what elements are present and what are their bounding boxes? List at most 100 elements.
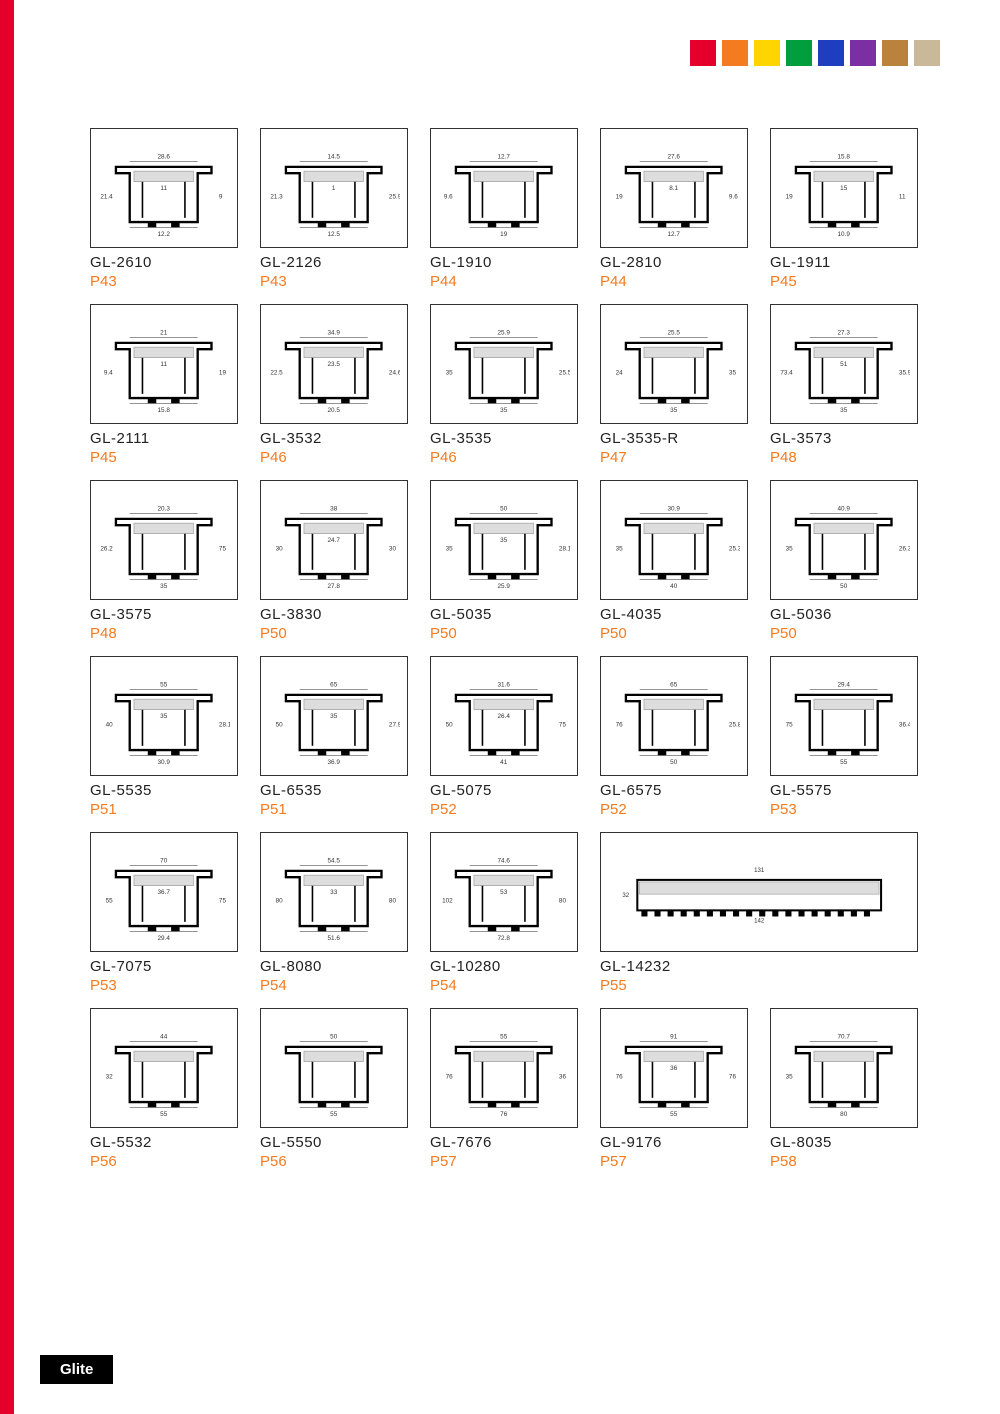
svg-text:26.3: 26.3 (899, 546, 909, 553)
sku-label: GL-3575 (90, 606, 238, 623)
svg-text:21.4: 21.4 (101, 194, 114, 201)
svg-text:80: 80 (840, 1111, 848, 1118)
profile-diagram: 30.9403525.3 (600, 480, 748, 600)
profile-diagram: 5055 (260, 1008, 408, 1128)
product-cell: 12.7199.6GL-1910P44 (430, 128, 578, 290)
svg-text:35: 35 (670, 407, 678, 414)
svg-text:36.4: 36.4 (899, 722, 909, 729)
svg-text:131: 131 (754, 867, 765, 874)
svg-text:51.6: 51.6 (328, 935, 341, 942)
svg-text:76: 76 (500, 1111, 508, 1118)
svg-text:35: 35 (500, 407, 508, 414)
page-ref: P50 (770, 625, 918, 642)
sku-label: GL-5532 (90, 1134, 238, 1151)
product-cell: 7029.4557536.7GL-7075P53 (90, 832, 238, 994)
svg-text:9.6: 9.6 (729, 194, 738, 201)
svg-text:76: 76 (446, 1074, 454, 1081)
product-cell: 13114232GL-14232P55 (600, 832, 918, 994)
sku-label: GL-3573 (770, 430, 918, 447)
svg-text:24.7: 24.7 (328, 537, 341, 544)
svg-text:73.4: 73.4 (781, 370, 794, 377)
sku-label: GL-7075 (90, 958, 238, 975)
svg-text:35: 35 (840, 407, 848, 414)
profile-diagram: 29.4557536.4 (770, 656, 918, 776)
svg-text:11: 11 (899, 194, 906, 201)
svg-text:35: 35 (729, 370, 737, 377)
svg-text:55: 55 (330, 1111, 338, 1118)
svg-text:31.6: 31.6 (498, 681, 511, 688)
sku-label: GL-2126 (260, 254, 408, 271)
svg-text:22.5: 22.5 (271, 370, 284, 377)
page-ref: P57 (600, 1153, 748, 1170)
profile-diagram: 15.810.9191115 (770, 128, 918, 248)
page-ref: P52 (600, 801, 748, 818)
svg-text:12.7: 12.7 (498, 153, 511, 160)
color-swatch (914, 40, 940, 66)
svg-text:19: 19 (219, 370, 227, 377)
svg-text:28.1: 28.1 (219, 722, 229, 729)
product-cell: 28.612.221.4911GL-2610P43 (90, 128, 238, 290)
page-ref: P56 (90, 1153, 238, 1170)
profile-diagram: 34.920.522.524.623.5 (260, 304, 408, 424)
sku-label: GL-5075 (430, 782, 578, 799)
product-cell: 20.33526.275GL-3575P48 (90, 480, 238, 642)
svg-text:70: 70 (160, 857, 168, 864)
page-ref: P48 (90, 625, 238, 642)
svg-text:14.5: 14.5 (328, 153, 341, 160)
product-cell: 31.641507526.4GL-5075P52 (430, 656, 578, 818)
svg-text:75: 75 (559, 722, 567, 729)
page-ref: P54 (260, 977, 408, 994)
svg-text:32: 32 (622, 892, 629, 899)
svg-text:21: 21 (160, 329, 168, 336)
svg-text:23.5: 23.5 (328, 361, 341, 368)
svg-text:8.1: 8.1 (670, 185, 679, 192)
sku-label: GL-1910 (430, 254, 578, 271)
profile-diagram: 2115.89.41911 (90, 304, 238, 424)
svg-text:25.5: 25.5 (668, 329, 681, 336)
profile-diagram: 6536.95027.935 (260, 656, 408, 776)
svg-text:35.9: 35.9 (899, 370, 909, 377)
page-ref: P45 (770, 273, 918, 290)
product-cell: 5530.94028.135GL-5535P51 (90, 656, 238, 818)
svg-text:30: 30 (276, 546, 284, 553)
sku-label: GL-8080 (260, 958, 408, 975)
color-swatch (754, 40, 780, 66)
page-ref: P53 (770, 801, 918, 818)
svg-text:9: 9 (219, 194, 223, 201)
svg-text:55: 55 (160, 681, 168, 688)
sku-label: GL-3532 (260, 430, 408, 447)
product-cell: 30.9403525.3GL-4035P50 (600, 480, 748, 642)
product-cell: 55767636GL-7676P57 (430, 1008, 578, 1170)
svg-text:38: 38 (330, 505, 338, 512)
profile-diagram: 5025.93528.135 (430, 480, 578, 600)
svg-text:35: 35 (160, 583, 168, 590)
svg-text:40.9: 40.9 (838, 505, 851, 512)
svg-text:55: 55 (840, 759, 848, 766)
color-swatch (690, 40, 716, 66)
svg-text:15.8: 15.8 (158, 407, 171, 414)
page-ref: P46 (260, 449, 408, 466)
svg-text:75: 75 (219, 546, 227, 553)
product-cell: 40.9503526.3GL-5036P50 (770, 480, 918, 642)
svg-text:55: 55 (500, 1033, 508, 1040)
page-ref: P54 (430, 977, 578, 994)
svg-text:20.5: 20.5 (328, 407, 341, 414)
sku-label: GL-3535-R (600, 430, 748, 447)
svg-text:35: 35 (786, 1074, 794, 1081)
svg-text:65: 65 (670, 681, 678, 688)
svg-text:40: 40 (106, 722, 114, 729)
color-swatch (850, 40, 876, 66)
color-swatch (722, 40, 748, 66)
color-swatch (818, 40, 844, 66)
profile-diagram: 28.612.221.4911 (90, 128, 238, 248)
sku-label: GL-3830 (260, 606, 408, 623)
page-ref: P58 (770, 1153, 918, 1170)
product-cell: 2115.89.41911GL-2111P45 (90, 304, 238, 466)
svg-text:25.9: 25.9 (498, 329, 511, 336)
svg-text:53: 53 (500, 889, 508, 896)
sku-label: GL-6575 (600, 782, 748, 799)
profile-diagram: 74.672.81028053 (430, 832, 578, 952)
svg-text:36.7: 36.7 (158, 889, 171, 896)
svg-text:75: 75 (219, 898, 227, 905)
svg-text:32: 32 (106, 1074, 114, 1081)
